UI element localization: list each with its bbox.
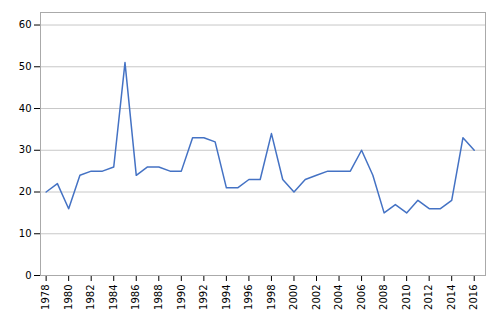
svg-text:1988: 1988 bbox=[153, 285, 164, 310]
svg-text:2012: 2012 bbox=[423, 285, 434, 310]
svg-text:50: 50 bbox=[19, 61, 32, 72]
svg-text:30: 30 bbox=[19, 144, 32, 155]
svg-text:1994: 1994 bbox=[221, 285, 232, 310]
svg-text:20: 20 bbox=[19, 186, 32, 197]
svg-text:2016: 2016 bbox=[468, 285, 479, 310]
svg-text:1978: 1978 bbox=[40, 285, 51, 310]
svg-text:40: 40 bbox=[19, 103, 32, 114]
svg-text:60: 60 bbox=[19, 19, 32, 30]
svg-text:1990: 1990 bbox=[176, 285, 187, 310]
svg-text:1984: 1984 bbox=[108, 285, 119, 310]
svg-text:1982: 1982 bbox=[85, 285, 96, 310]
svg-text:1992: 1992 bbox=[198, 285, 209, 310]
svg-text:10: 10 bbox=[19, 228, 32, 239]
svg-text:0: 0 bbox=[25, 270, 31, 281]
svg-text:2006: 2006 bbox=[356, 285, 367, 310]
svg-text:2010: 2010 bbox=[401, 285, 412, 310]
svg-text:2008: 2008 bbox=[378, 285, 389, 310]
svg-text:2014: 2014 bbox=[446, 285, 457, 310]
svg-text:1986: 1986 bbox=[130, 285, 141, 310]
svg-text:1996: 1996 bbox=[243, 285, 254, 310]
svg-text:1998: 1998 bbox=[266, 285, 277, 310]
svg-text:1980: 1980 bbox=[63, 285, 74, 310]
svg-text:2004: 2004 bbox=[333, 285, 344, 310]
svg-text:2000: 2000 bbox=[288, 285, 299, 310]
svg-text:2002: 2002 bbox=[311, 285, 322, 310]
